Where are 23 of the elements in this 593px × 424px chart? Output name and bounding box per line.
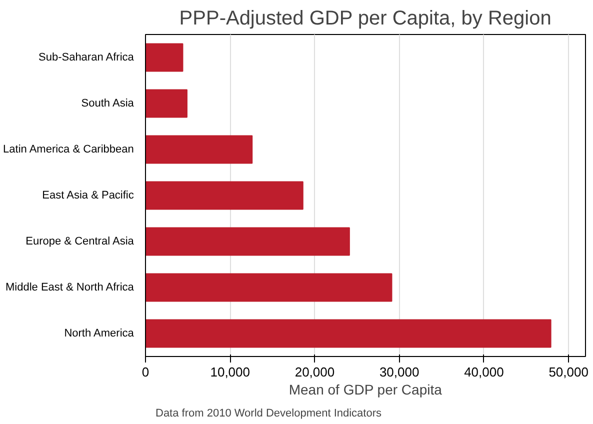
chart-title: PPP-Adjusted GDP per Capita, by Region bbox=[179, 8, 552, 30]
x-tick-label: 10,000 bbox=[210, 364, 250, 380]
bar bbox=[146, 273, 392, 302]
bar bbox=[146, 43, 184, 72]
y-tick-label: Sub-Saharan Africa bbox=[38, 52, 135, 64]
bar bbox=[146, 89, 188, 118]
y-tick-label: East Asia & Pacific bbox=[42, 190, 134, 202]
x-tick-label: 30,000 bbox=[379, 364, 420, 380]
y-tick-label: Middle East & North Africa bbox=[6, 282, 135, 294]
bar bbox=[146, 135, 253, 164]
x-tick-label: 40,000 bbox=[464, 364, 504, 380]
text: Data from 2010 World Development Indicators bbox=[156, 408, 382, 420]
x-tick-label: 50,000 bbox=[548, 364, 588, 380]
y-tick-label: North America bbox=[64, 328, 135, 340]
bar bbox=[146, 319, 552, 348]
y-tick-label: Latin America & Caribbean bbox=[3, 144, 134, 156]
bar bbox=[146, 181, 304, 210]
x-tick-label: 20,000 bbox=[294, 364, 335, 380]
y-tick-label: Europe & Central Asia bbox=[26, 236, 135, 248]
x-tick-label: 0 bbox=[142, 364, 150, 380]
bar bbox=[146, 227, 350, 256]
y-tick-label: South Asia bbox=[81, 98, 135, 110]
x-axis-title: Mean of GDP per Capita bbox=[288, 382, 442, 398]
